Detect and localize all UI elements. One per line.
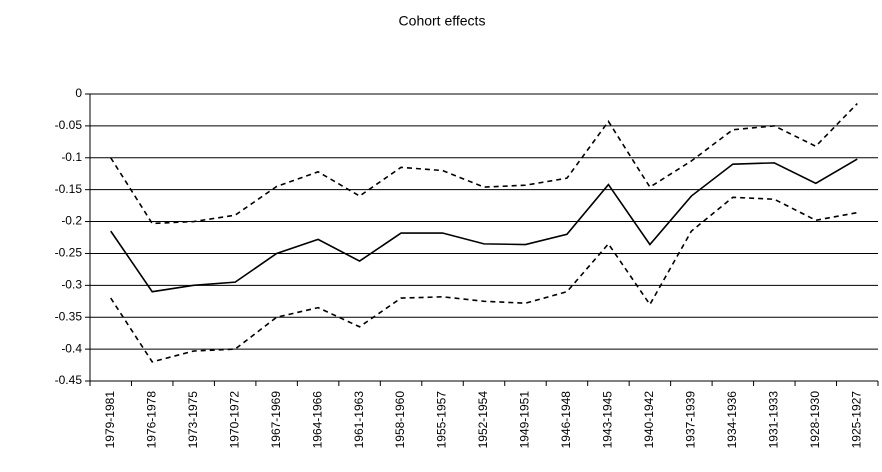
x-tick-label: 1958-1960 xyxy=(393,391,407,449)
x-tick-label: 1946-1948 xyxy=(559,391,573,449)
x-tick-label: 1934-1936 xyxy=(725,391,739,449)
x-tick-label: 1949-1951 xyxy=(518,391,532,449)
x-tick-label: 1973-1975 xyxy=(186,391,200,449)
y-tick-label: -0.05 xyxy=(55,118,83,132)
y-tick-label: -0.3 xyxy=(61,278,82,292)
x-tick-label: 1964-1966 xyxy=(310,391,324,449)
y-tick-label: -0.45 xyxy=(55,373,83,387)
x-tick-label: 1979-1981 xyxy=(103,391,117,449)
series-line xyxy=(110,196,858,363)
y-tick-label: 0 xyxy=(75,86,82,100)
x-tick-label: 1970-1972 xyxy=(227,391,241,449)
x-tick-label: 1961-1963 xyxy=(352,391,366,449)
x-tick-label: 1967-1969 xyxy=(269,391,283,449)
chart-title: Cohort effects xyxy=(399,13,486,29)
y-tick-label: -0.35 xyxy=(55,309,83,323)
x-tick-label: 1928-1930 xyxy=(808,391,822,449)
x-tick-label: 1976-1978 xyxy=(144,391,158,449)
series-line xyxy=(110,158,858,293)
x-tick-label: 1931-1933 xyxy=(766,391,780,449)
y-tick-label: -0.4 xyxy=(61,341,82,355)
x-tick-label: 1955-1957 xyxy=(435,391,449,449)
y-tick-label: -0.1 xyxy=(61,150,82,164)
y-tick-label: -0.2 xyxy=(61,214,82,228)
x-tick-label: 1925-1927 xyxy=(849,391,863,449)
x-tick-label: 1937-1939 xyxy=(684,391,698,449)
x-tick-label: 1940-1942 xyxy=(642,391,656,449)
x-tick-label: 1952-1954 xyxy=(476,391,490,449)
y-tick-label: -0.15 xyxy=(55,182,83,196)
y-tick-label: -0.25 xyxy=(55,246,83,260)
x-tick-label: 1943-1945 xyxy=(601,391,615,449)
